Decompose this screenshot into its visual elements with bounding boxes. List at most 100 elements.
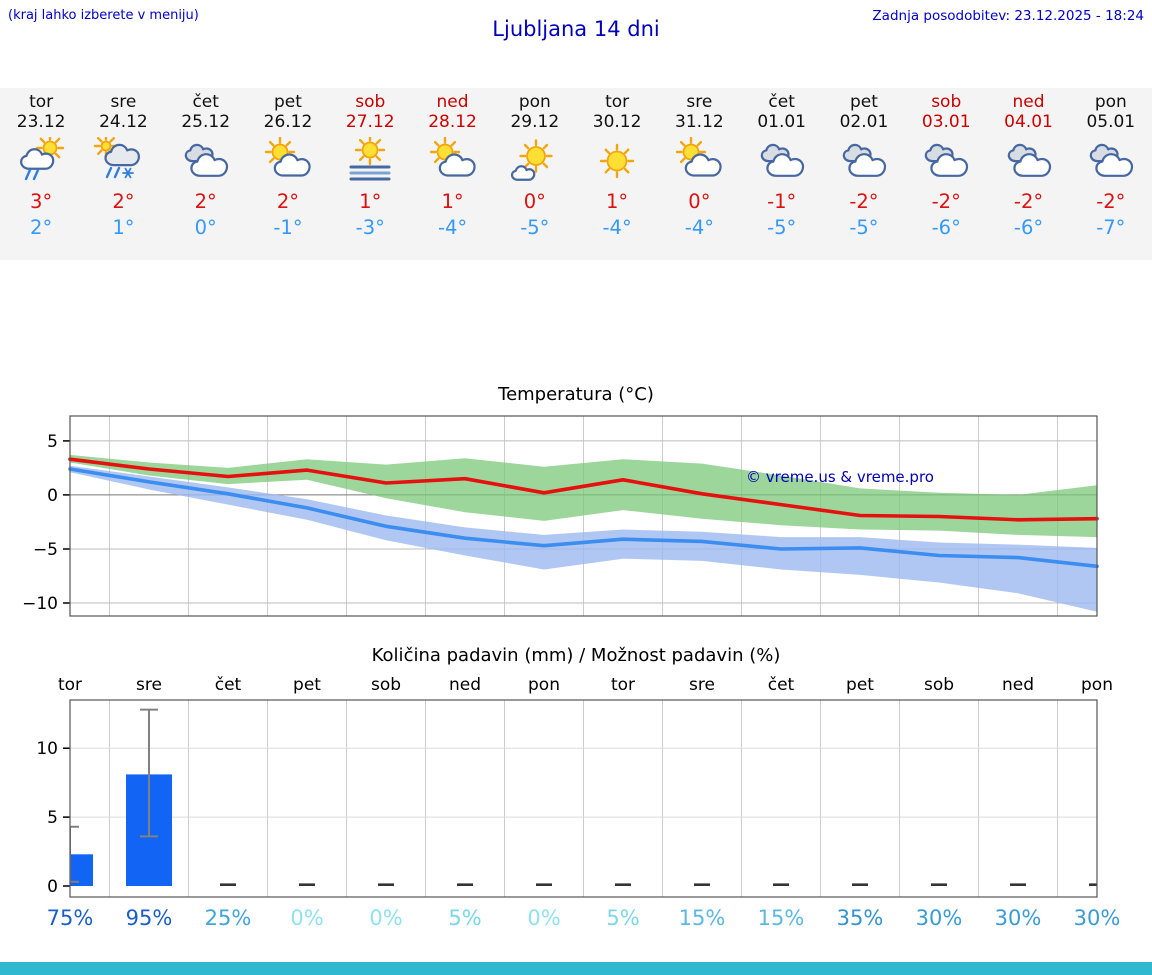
precip-error-bar [140,708,158,838]
day-date-label: 30.12 [592,112,642,132]
sun-small-cloud-icon [510,139,553,181]
temperature-chart: 5 0 −5 −10 [22,415,1099,617]
clouds-icon [184,143,228,177]
forecast-day-column: ned 28.12 1° -4° [411,88,493,260]
clouds-icon [1007,143,1051,177]
high-temp-value: -2° [931,190,961,213]
day-name-label: pet [274,92,302,112]
sun-fog-icon [349,137,391,181]
precip-day-label: tor [611,675,635,695]
day-date-label: 01.01 [757,112,806,132]
high-temp-value: 2° [194,190,217,213]
sun-cloud-icon [676,137,723,177]
day-name-label: čet [768,92,795,112]
precip-probability: 30% [1074,906,1121,930]
day-date-label: 24.12 [99,112,148,132]
precip-day-label: sre [136,675,162,695]
forecast-day-column: pet 02.01 -2° -5° [823,88,905,260]
precipitation-chart-title: Količina padavin (mm) / Možnost padavin … [371,645,781,666]
last-updated-text: Zadnja posodobitev: 23.12.2025 - 18:24 [872,8,1144,24]
day-name-label: sob [355,92,386,112]
precip-zero-mark [1010,883,1026,886]
watermark-link[interactable]: © vreme.us & vreme.pro [746,468,934,486]
low-temp-value: 2° [30,216,53,239]
day-date-label: 26.12 [263,112,313,132]
low-temp-value: -4° [684,216,714,239]
precip-day-label: ned [449,675,481,695]
forecast-day-column: čet 25.12 2° 0° [165,88,247,260]
high-temp-value: 1° [606,190,629,213]
forecast-day-column: tor 30.12 1° -4° [576,88,658,260]
day-date-label: 03.01 [921,112,971,132]
forecast-day-column: pon 29.12 0° -5° [494,88,576,260]
precip-zero-mark [773,883,789,886]
day-date-label: 23.12 [16,112,66,132]
precip-day-label: pon [1081,675,1113,695]
sun-icon [599,143,635,179]
sun-cloud-rain-icon [20,137,65,181]
temp-y-tick-label: 5 [47,432,58,452]
high-temp-value: -2° [849,190,879,213]
precip-zero-mark [615,883,631,886]
low-temp-value: -6° [1013,216,1044,239]
temp-y-tick-label: −5 [33,540,58,560]
page-title: Ljubljana 14 dni [492,17,660,41]
low-temp-value: -5° [767,216,797,239]
precip-probability: 0% [369,906,402,930]
forecast-day-column: čet 01.01 -1° -5° [741,88,823,260]
precip-day-label: tor [58,675,82,695]
day-date-label: 25.12 [181,112,231,132]
precip-probability: 15% [758,906,805,930]
day-date-label: 28.12 [428,112,477,132]
high-temp-value: 1° [359,190,382,213]
min-temp-line [68,467,1099,569]
high-temp-value: 2° [112,190,135,213]
precip-zero-mark [1089,883,1097,886]
menu-hint-text: (kraj lahko izberete v meniju) [8,8,199,23]
low-temp-value: -6° [931,216,961,239]
sun-cloud-icon [264,137,311,177]
precip-zero-mark [299,883,315,886]
precip-probability: 25% [205,906,252,930]
precip-probability: 5% [448,906,481,930]
precip-probability: 30% [916,906,963,930]
precip-day-label: sob [924,675,954,695]
low-temp-value: -4° [602,216,632,239]
day-name-label: sre [686,92,713,112]
precip-probability: 15% [679,906,726,930]
max-temp-line [68,457,1099,522]
day-date-label: 02.01 [839,112,889,132]
precipitation-chart: tor sre čet pet sob ned pon tor sre čet pet sob ned p… [36,675,1121,930]
day-date-label: 04.01 [1004,112,1053,132]
clouds-icon [1089,143,1133,177]
precip-zero-mark [852,883,868,886]
day-date-label: 05.01 [1086,112,1136,132]
precip-day-label: sob [371,675,401,695]
forecast-day-column: sob 03.01 -2° -6° [905,88,987,260]
clouds-icon [842,143,887,177]
precip-probability: 35% [837,906,884,930]
low-temp-value: -1° [273,216,303,239]
precip-day-label: čet [768,675,795,695]
cloud-rain-snow-icon [94,137,141,179]
low-temp-value: -7° [1096,216,1126,239]
day-name-label: ned [1012,92,1045,112]
clouds-icon [924,143,969,177]
high-temp-value: 3° [30,190,53,213]
low-temp-value: -4° [437,216,468,239]
precip-zero-mark [378,883,394,886]
high-temp-value: 0° [688,190,711,213]
forecast-day-column: sob 27.12 1° -3° [329,88,411,260]
low-temp-value: 1° [112,216,135,239]
precip-day-label: pon [528,675,560,695]
precip-error-bar [70,825,79,883]
precip-y-tick-label: 0 [47,877,58,897]
high-temp-value: 1° [441,190,464,213]
high-temp-value: -1° [767,190,797,213]
precip-probability: 30% [995,906,1042,930]
forecast-day-column: pon 05.01 -2° -7° [1070,88,1152,260]
day-name-label: pon [518,92,551,112]
temp-y-tick-label: 0 [47,486,58,506]
low-temp-value: 0° [194,216,217,239]
